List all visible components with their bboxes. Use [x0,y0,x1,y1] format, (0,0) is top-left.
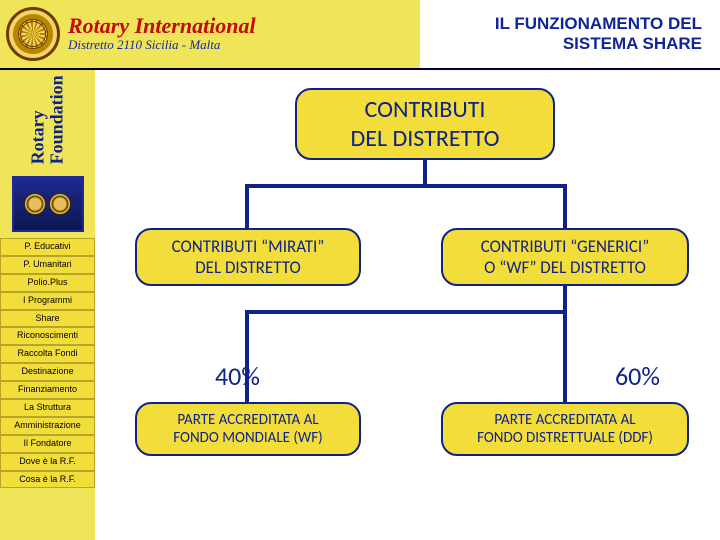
connector [563,286,567,310]
connector [423,160,427,184]
node-ddf: PARTE ACCREDITATA AL FONDO DISTRETTUALE … [441,402,689,456]
diagram-canvas: CONTRIBUTI DEL DISTRETTO CONTRIBUTI “MIRA… [95,70,720,540]
node-gener: CONTRIBUTI “GENERICI” O “WF” DEL DISTRET… [441,228,689,286]
connector [563,184,567,228]
page-title: IL FUNZIONAMENTO DEL SISTEMA SHARE [420,0,720,68]
sidebar-item[interactable]: Riconoscimenti [0,327,95,345]
brand-line2: Distretto 2110 Sicilia - Malta [68,37,256,54]
brand-line1: Rotary International [68,15,256,37]
percent-p60: 60% [615,360,660,392]
badge-wheel-icon [24,193,46,215]
badge-wheel-icon [49,193,71,215]
sidebar-item[interactable]: P. Umanitari [0,256,95,274]
sidebar-item[interactable]: Polio.Plus [0,274,95,292]
sidebar-item[interactable]: Share [0,310,95,328]
sidebar: Rotary Foundation P. EducativiP. Umanita… [0,70,95,540]
sidebar-item[interactable]: Finanziamento [0,381,95,399]
connector [245,310,567,314]
header-brand: Rotary International Distretto 2110 Sici… [0,0,420,68]
brand-text: Rotary International Distretto 2110 Sici… [68,15,256,54]
sidebar-item[interactable]: Cosa è la R.F. [0,471,95,489]
foundation-badge [0,170,95,238]
percent-p40: 40% [215,360,260,392]
sidebar-item[interactable]: Amministrazione [0,417,95,435]
sidebar-item[interactable]: I Programmi [0,292,95,310]
page-title-text: IL FUNZIONAMENTO DEL SISTEMA SHARE [420,14,702,54]
sidebar-item[interactable]: Destinazione [0,363,95,381]
sidebar-item[interactable]: La Struttura [0,399,95,417]
connector [245,184,249,228]
connector [563,310,567,402]
sidebar-item[interactable]: Dove è la R.F. [0,453,95,471]
sidebar-item[interactable]: Il Fondatore [0,435,95,453]
sidebar-nav: P. EducativiP. UmanitariPolio.PlusI Prog… [0,238,95,488]
connector [245,184,567,188]
header: Rotary International Distretto 2110 Sici… [0,0,720,70]
node-root: CONTRIBUTI DEL DISTRETTO [295,88,555,160]
sidebar-item[interactable]: Raccolta Fondi [0,345,95,363]
node-wf: PARTE ACCREDITATA AL FONDO MONDIALE (WF) [135,402,361,456]
rotary-wheel-icon [6,7,60,61]
sidebar-item[interactable]: P. Educativi [0,238,95,256]
sidebar-label: Rotary Foundation [0,70,95,170]
sidebar-label-text: Rotary Foundation [29,75,67,164]
node-mirati: CONTRIBUTI “MIRATI” DEL DISTRETTO [135,228,361,286]
